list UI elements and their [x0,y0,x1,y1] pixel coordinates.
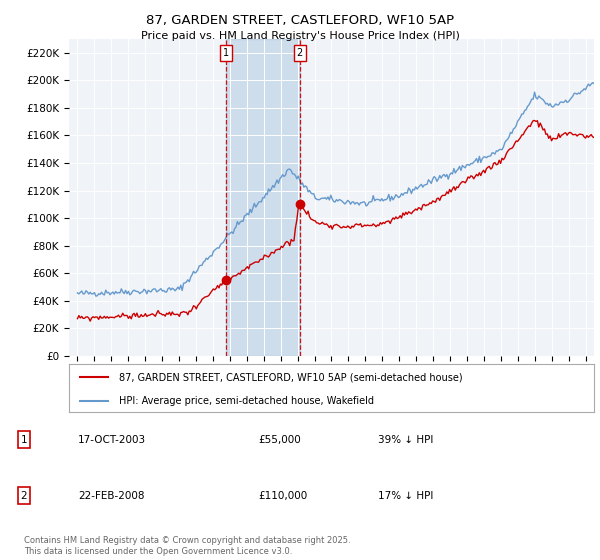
Text: 39% ↓ HPI: 39% ↓ HPI [378,435,433,445]
Text: HPI: Average price, semi-detached house, Wakefield: HPI: Average price, semi-detached house,… [119,396,374,406]
Text: 22-FEB-2008: 22-FEB-2008 [78,491,145,501]
Text: 17-OCT-2003: 17-OCT-2003 [78,435,146,445]
Text: 2: 2 [20,491,28,501]
Text: 1: 1 [20,435,28,445]
Text: 17% ↓ HPI: 17% ↓ HPI [378,491,433,501]
Text: 87, GARDEN STREET, CASTLEFORD, WF10 5AP (semi-detached house): 87, GARDEN STREET, CASTLEFORD, WF10 5AP … [119,372,463,382]
Text: £110,000: £110,000 [258,491,307,501]
Text: 1: 1 [223,48,229,58]
Text: 2: 2 [297,48,303,58]
Bar [226,39,300,356]
Text: 87, GARDEN STREET, CASTLEFORD, WF10 5AP: 87, GARDEN STREET, CASTLEFORD, WF10 5AP [146,14,454,27]
Text: Contains HM Land Registry data © Crown copyright and database right 2025.
This d: Contains HM Land Registry data © Crown c… [24,536,350,556]
Text: Price paid vs. HM Land Registry's House Price Index (HPI): Price paid vs. HM Land Registry's House … [140,31,460,41]
Text: £55,000: £55,000 [258,435,301,445]
